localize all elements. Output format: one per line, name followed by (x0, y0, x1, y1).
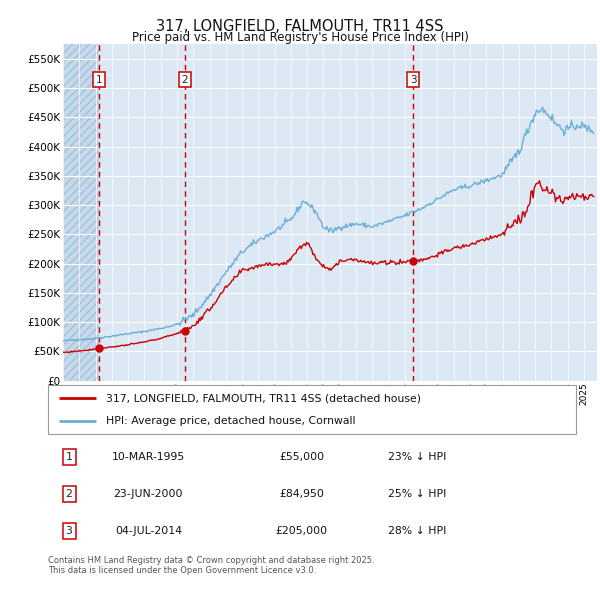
Bar (63, 44, 98, 381)
Text: 25% ↓ HPI: 25% ↓ HPI (388, 489, 447, 499)
Text: 2: 2 (181, 74, 188, 84)
Text: 317, LONGFIELD, FALMOUTH, TR11 4SS (detached house): 317, LONGFIELD, FALMOUTH, TR11 4SS (deta… (106, 394, 421, 404)
FancyBboxPatch shape (48, 385, 576, 434)
Text: 1: 1 (65, 453, 73, 463)
Text: £205,000: £205,000 (275, 526, 328, 536)
Text: Contains HM Land Registry data © Crown copyright and database right 2025.
This d: Contains HM Land Registry data © Crown c… (48, 556, 374, 575)
Text: 3: 3 (65, 526, 73, 536)
Text: £55,000: £55,000 (279, 453, 324, 463)
Text: 28% ↓ HPI: 28% ↓ HPI (388, 526, 447, 536)
Text: 23-JUN-2000: 23-JUN-2000 (113, 489, 183, 499)
Text: 1: 1 (95, 74, 102, 84)
Text: 3: 3 (410, 74, 416, 84)
Text: 10-MAR-1995: 10-MAR-1995 (112, 453, 185, 463)
Text: 04-JUL-2014: 04-JUL-2014 (115, 526, 182, 536)
Text: 2: 2 (65, 489, 73, 499)
Text: HPI: Average price, detached house, Cornwall: HPI: Average price, detached house, Corn… (106, 415, 356, 425)
Text: 317, LONGFIELD, FALMOUTH, TR11 4SS: 317, LONGFIELD, FALMOUTH, TR11 4SS (156, 19, 444, 34)
Text: Price paid vs. HM Land Registry's House Price Index (HPI): Price paid vs. HM Land Registry's House … (131, 31, 469, 44)
Text: 23% ↓ HPI: 23% ↓ HPI (388, 453, 447, 463)
Text: £84,950: £84,950 (279, 489, 324, 499)
